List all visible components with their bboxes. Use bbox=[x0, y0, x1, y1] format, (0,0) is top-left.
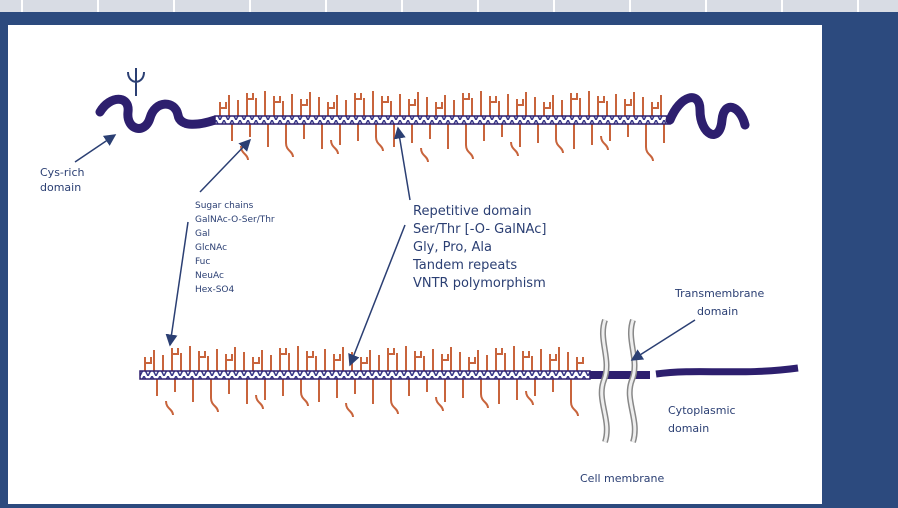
repetitive-rod bbox=[215, 116, 670, 124]
label-line: Hex-SO4 bbox=[195, 285, 235, 295]
repetitive-rod bbox=[140, 371, 590, 379]
label-line: Gly, Pro, Ala bbox=[413, 240, 492, 255]
cytoplasmic-tail bbox=[656, 368, 798, 374]
label-line: Sugar chains bbox=[195, 201, 254, 211]
label-line: Gal bbox=[195, 229, 210, 239]
top-tabs bbox=[0, 0, 898, 12]
label-line: GlcNAc bbox=[195, 243, 227, 253]
label-line: Tandem repeats bbox=[412, 258, 517, 273]
diagram: Cys-richdomain Sugar chainsGalNAc-O-Ser/… bbox=[0, 0, 898, 504]
label-line: Repetitive domain bbox=[413, 204, 532, 219]
label-line: VNTR polymorphism bbox=[413, 276, 546, 291]
screenshot: Cys-richdomain Sugar chainsGalNAc-O-Ser/… bbox=[0, 0, 898, 504]
label-line: Ser/Thr [-O- GalNAc] bbox=[413, 222, 546, 237]
label-line: NeuAc bbox=[195, 271, 224, 281]
cell-membrane-label: Cell membrane bbox=[580, 472, 664, 485]
label-line: Fuc bbox=[195, 257, 210, 267]
label-line: GalNAc-O-Ser/Thr bbox=[195, 215, 275, 225]
